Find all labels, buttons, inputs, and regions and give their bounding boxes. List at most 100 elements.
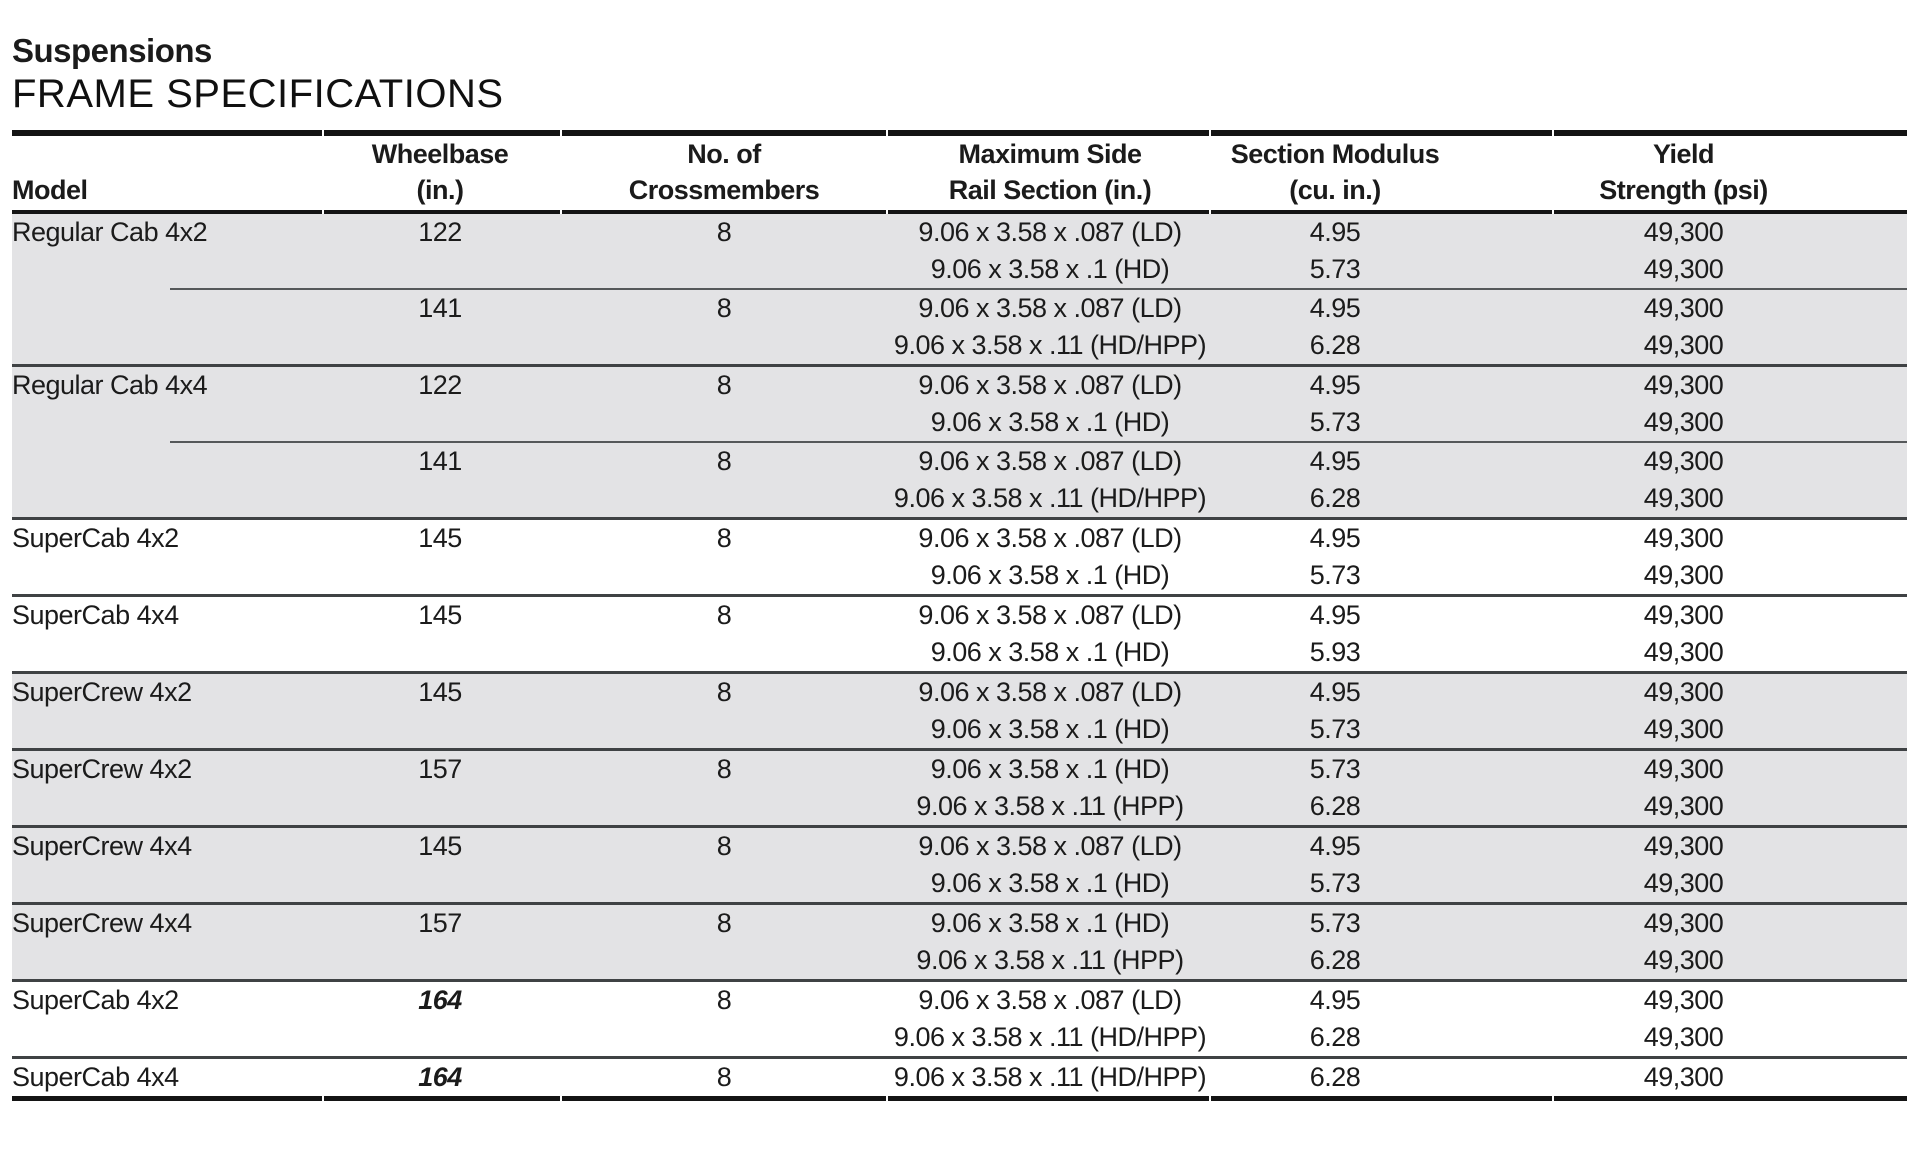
spacer-cell bbox=[170, 1055, 322, 1096]
yield-strength-cell: 49,300 bbox=[1460, 787, 1907, 827]
yield-strength-cell: 49,300 bbox=[1460, 864, 1907, 904]
column-header-section-modulus: Section Modulus (cu. in.) bbox=[1230, 138, 1440, 205]
spacer-cell bbox=[170, 978, 322, 1058]
crossmembers-cell: 8 bbox=[558, 363, 890, 442]
model-cell: SuperCrew 4x4 bbox=[12, 901, 192, 981]
model-cell: Regular Cab 4x4 bbox=[12, 363, 208, 519]
header-row: Model Wheelbase (in.) No. of Crossmember… bbox=[12, 136, 1907, 210]
spacer-cell bbox=[170, 287, 322, 366]
column-header-yield-strength: Yield Strength (psi) bbox=[1599, 138, 1768, 205]
section-modulus-cell: 4.95 bbox=[1210, 593, 1460, 634]
spacer-cell bbox=[170, 516, 322, 596]
rail-section-cell: 9.06 x 3.58 x .1 (HD) bbox=[890, 403, 1210, 442]
table-row: Regular Cab 4x2 122 8 9.06 x 3.58 x .087 (L… bbox=[12, 213, 1907, 366]
model-label: SuperCab 4x2 bbox=[12, 522, 179, 553]
yield-strength-cell: 49,300 bbox=[1460, 670, 1907, 711]
table-row: 141 8 9.06 x 3.58 x .087 (LD) 4.95 49,300 bbox=[12, 287, 1907, 366]
spacer-cell bbox=[170, 440, 322, 519]
model-cell: SuperCab 4x2 bbox=[12, 516, 179, 596]
section-modulus-cell: 4.95 bbox=[1210, 670, 1460, 711]
yield-strength-cell: 49,300 bbox=[1460, 250, 1907, 289]
model-cell: SuperCrew 4x2 bbox=[12, 670, 192, 750]
rail-section-cell: 9.06 x 3.58 x .11 (HD/HPP) bbox=[890, 326, 1210, 366]
table-row: 9.06 x 3.58 x .11 (HPP) 6.28 49,300 bbox=[12, 941, 1907, 981]
yield-strength-cell: 49,300 bbox=[1460, 593, 1907, 634]
rail-section-cell: 9.06 x 3.58 x .087 (LD) bbox=[890, 824, 1210, 865]
spacer-cell bbox=[170, 901, 322, 981]
table-row: SuperCab 4x2 145 8 9.06 x 3.58 x .087 (LD) 4… bbox=[12, 516, 1907, 596]
frame-specifications-table: Model Wheelbase (in.) No. of Crossmember… bbox=[12, 136, 1907, 1096]
table-top-rule bbox=[12, 129, 1907, 136]
wheelbase-cell: 164 bbox=[322, 1055, 558, 1096]
header-bottom-rule-row bbox=[12, 209, 1907, 214]
page-title: Suspensions bbox=[12, 32, 212, 69]
table-body: Regular Cab 4x2 122 8 9.06 x 3.58 x .087 (L… bbox=[12, 213, 1907, 1096]
table-header: Model Wheelbase (in.) No. of Crossmember… bbox=[12, 136, 1907, 214]
yield-strength-cell: 49,300 bbox=[1643, 559, 1724, 590]
table-row: 9.06 x 3.58 x .1 (HD) 5.93 49,300 bbox=[12, 634, 1907, 673]
wheelbase-cell: 122 bbox=[322, 363, 558, 442]
table-row: SuperCab 4x4 164 8 9.06 x 3.58 x .11 (HD/HP… bbox=[12, 1055, 1907, 1096]
table-row: 9.06 x 3.58 x .1 (HD) 5.73 49,300 bbox=[12, 864, 1907, 904]
model-label: SuperCrew 4x2 bbox=[12, 676, 192, 707]
crossmembers-cell: 8 bbox=[558, 824, 890, 904]
section-modulus-cell: 6.28 bbox=[1210, 787, 1460, 827]
rail-section-cell: 9.06 x 3.58 x .1 (HD) bbox=[890, 864, 1210, 904]
section-modulus-cell: 5.73 bbox=[1210, 901, 1460, 942]
section-modulus-cell: 6.28 bbox=[1309, 1021, 1361, 1052]
crossmembers-cell: 8 bbox=[558, 747, 890, 827]
rail-section-cell: 9.06 x 3.58 x .11 (HPP) bbox=[890, 787, 1210, 827]
section-modulus-cell: 4.95 bbox=[1210, 363, 1460, 404]
section-modulus-cell: 5.73 bbox=[1210, 403, 1460, 442]
model-label: SuperCab 4x4 bbox=[12, 599, 179, 630]
wheelbase-cell: 141 bbox=[322, 287, 558, 366]
column-header-crossmembers: No. of Crossmembers bbox=[628, 138, 820, 205]
model-cell: SuperCrew 4x2 bbox=[12, 747, 192, 827]
wheelbase-cell: 145 bbox=[322, 593, 558, 673]
crossmembers-cell: 8 bbox=[558, 1055, 890, 1096]
model-label: Regular Cab 4x4 bbox=[12, 369, 208, 400]
section-modulus-cell: 6.28 bbox=[1210, 941, 1460, 981]
yield-strength-cell: 49,300 bbox=[1460, 978, 1907, 1019]
rail-section-cell: 9.06 x 3.58 x .1 (HD) bbox=[930, 559, 1170, 590]
section-title: FRAME SPECIFICATIONS bbox=[12, 71, 504, 116]
spacer-cell bbox=[170, 824, 322, 904]
spec-sheet: Suspensions FRAME SPECIFICATIONS Model W… bbox=[12, 32, 1907, 1101]
yield-strength-cell: 49,300 bbox=[1460, 941, 1907, 981]
section-modulus-cell: 6.28 bbox=[1210, 479, 1460, 519]
spacer-cell bbox=[170, 747, 322, 827]
section-modulus-cell: 4.95 bbox=[1210, 978, 1460, 1019]
section-modulus-cell: 5.73 bbox=[1210, 710, 1460, 750]
table-row: 9.06 x 3.58 x .11 (HD/HPP) 6.28 49,300 bbox=[12, 1019, 1907, 1058]
section-modulus-cell: 4.95 bbox=[1210, 287, 1460, 327]
model-label: Regular Cab 4x2 bbox=[12, 216, 208, 247]
spacer-cell bbox=[170, 670, 322, 750]
model-cell: SuperCab 4x4 bbox=[12, 593, 179, 673]
rail-section-cell: 9.06 x 3.58 x .087 (LD) bbox=[890, 516, 1210, 557]
rail-section-cell: 9.06 x 3.58 x .087 (LD) bbox=[890, 978, 1210, 1019]
table-row: 9.06 x 3.58 x .11 (HD/HPP) 6.28 49,300 bbox=[12, 479, 1907, 519]
table-row: SuperCrew 4x4 145 8 9.06 x 3.58 x .087 (LD)… bbox=[12, 824, 1907, 904]
rail-section-cell: 9.06 x 3.58 x .11 (HPP) bbox=[890, 941, 1210, 981]
yield-strength-cell: 49,300 bbox=[1460, 213, 1907, 251]
rail-section-cell: 9.06 x 3.58 x .087 (LD) bbox=[890, 363, 1210, 404]
model-label: SuperCrew 4x2 bbox=[12, 753, 192, 784]
spacer-cell bbox=[170, 593, 322, 673]
yield-strength-cell: 49,300 bbox=[1460, 363, 1907, 404]
wheelbase-cell: 145 bbox=[322, 670, 558, 750]
yield-strength-cell: 49,300 bbox=[1460, 479, 1907, 519]
yield-strength-cell: 49,300 bbox=[1460, 326, 1907, 366]
table-row: SuperCrew 4x4 157 8 9.06 x 3.58 x .1 (HD) 5.… bbox=[12, 901, 1907, 981]
crossmembers-cell: 8 bbox=[558, 978, 890, 1058]
rail-section-cell: 9.06 x 3.58 x .087 (LD) bbox=[890, 213, 1210, 251]
yield-strength-cell: 49,300 bbox=[1460, 824, 1907, 865]
model-label: SuperCrew 4x4 bbox=[12, 907, 192, 938]
yield-strength-cell: 49,300 bbox=[1460, 747, 1907, 788]
table-row: 9.06 x 3.58 x .1 (HD) 5.73 49,300 bbox=[12, 557, 1907, 596]
model-label: SuperCab 4x4 bbox=[12, 1061, 179, 1092]
table-row: 9.06 x 3.58 x .1 (HD) 5.73 49,300 bbox=[12, 710, 1907, 750]
crossmembers-cell: 8 bbox=[558, 287, 890, 366]
table-row: 9.06 x 3.58 x .1 (HD) 5.73 49,300 bbox=[12, 403, 1907, 442]
wheelbase-cell: 122 bbox=[322, 213, 558, 289]
rail-section-cell: 9.06 x 3.58 x .1 (HD) bbox=[890, 901, 1210, 942]
